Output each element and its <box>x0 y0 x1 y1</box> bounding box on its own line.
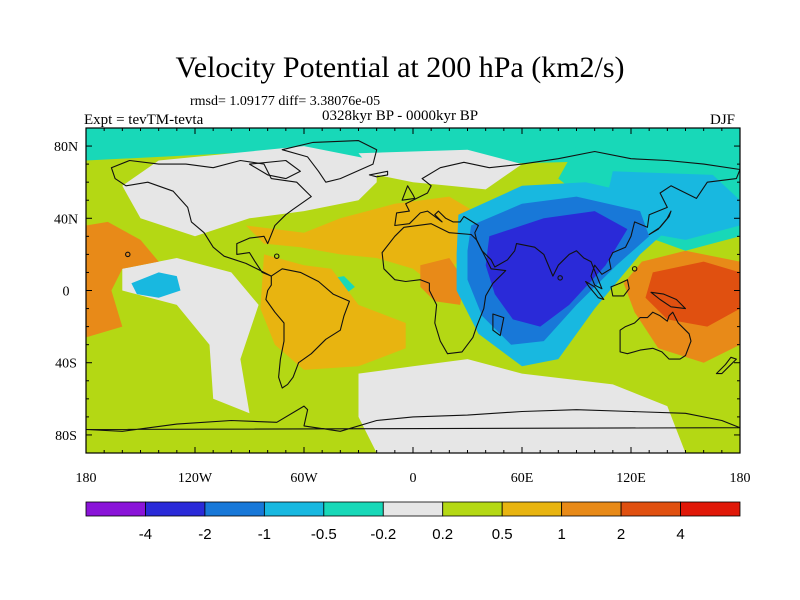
north-america-coast <box>110 159 312 277</box>
south-america-coast <box>265 268 350 389</box>
colorbar-swatch <box>382 501 444 517</box>
y-tick-label: 80N <box>54 140 78 155</box>
colorbar-swatch <box>263 501 325 517</box>
hawaii-island <box>125 251 131 258</box>
y-tick-label: 80S <box>55 429 77 444</box>
sri-lanka-island <box>557 275 563 281</box>
madagascar-coast <box>492 313 505 337</box>
atlantic-ridge <box>245 196 486 284</box>
x-tick-label: 0 <box>410 471 417 486</box>
east-pacific-ridge <box>86 221 159 338</box>
colorbar-label: -0.2 <box>370 526 396 543</box>
stats-label: rmsd= 1.09177 diff= 3.38076e-05 <box>190 94 381 109</box>
colorbar-swatch <box>561 501 622 517</box>
new-guinea-coast <box>650 291 687 310</box>
eurasia-coast <box>394 150 740 290</box>
colorbar-label: 0.2 <box>432 526 453 543</box>
colorbar-label: 4 <box>676 526 684 543</box>
colorbar-swatch <box>85 501 146 517</box>
japan-coast <box>648 210 672 236</box>
caribbean-island <box>273 253 280 259</box>
colorbar-label: 2 <box>617 526 625 543</box>
x-tick-label: 60W <box>290 471 318 486</box>
colorbar-label: -2 <box>198 526 211 543</box>
field-layer <box>86 128 740 453</box>
x-tick-label: 120W <box>178 471 213 486</box>
british-isles-coast <box>401 185 416 201</box>
sumatra-coast <box>585 280 605 301</box>
borneo-coast <box>610 279 630 297</box>
north-america-neutral <box>122 146 377 237</box>
new-zealand-coast <box>715 356 737 375</box>
axis-labels: 180 120W 60W 0 60E 120E 180 80N 40N 0 40S 80S <box>54 140 751 486</box>
x-tick-label: 120E <box>616 471 646 486</box>
africa-coast <box>381 223 507 355</box>
colorbar-label: -0.5 <box>311 526 337 543</box>
colorbar-swatch <box>501 501 563 517</box>
coastlines <box>86 140 740 432</box>
antarctica-coast <box>86 405 740 432</box>
colorbar-swatch <box>145 501 206 517</box>
colorbar-label: -1 <box>258 526 271 543</box>
experiment-label: Expt = tevTM-tevta <box>84 112 204 128</box>
colorbar-swatch <box>204 501 265 517</box>
southern-ocean-neutral <box>358 359 686 453</box>
colorbar-label: -4 <box>139 526 152 543</box>
y-tick-label: 0 <box>63 285 70 300</box>
y-tick-label: 40S <box>55 357 77 372</box>
south-america-ridge <box>260 254 406 370</box>
colorbar-swatch <box>620 501 681 517</box>
colorbar-swatch <box>442 501 503 517</box>
north-atlantic-neutral <box>358 149 522 190</box>
y-tick-label: 40N <box>54 212 78 227</box>
axis-ticks <box>85 127 741 454</box>
australia-coast <box>619 311 692 360</box>
east-pacific-cyan-cell <box>131 272 181 298</box>
colorbar: -4 -2 -1 -0.5 -0.2 0.2 0.5 1 2 4 <box>85 501 741 543</box>
colorbar-swatch <box>323 501 384 517</box>
baffin-coast <box>248 159 301 180</box>
x-tick-label: 180 <box>730 471 751 486</box>
west-pacific-ridge-core <box>645 261 740 327</box>
colorbar-label: 1 <box>557 526 565 543</box>
x-tick-label: 60E <box>511 471 534 486</box>
greenland-coast <box>281 140 378 183</box>
iceland-coast <box>368 170 389 178</box>
colorbar-label: 0.5 <box>492 526 513 543</box>
x-tick-label: 180 <box>76 471 97 486</box>
philippines-island <box>631 266 638 272</box>
period-label: 0328kyr BP - 0000kyr BP <box>322 108 479 124</box>
chart-title: Velocity Potential at 200 hPa (km2/s) <box>175 51 625 84</box>
season-label: DJF <box>710 112 736 128</box>
colorbar-swatch <box>680 501 741 517</box>
